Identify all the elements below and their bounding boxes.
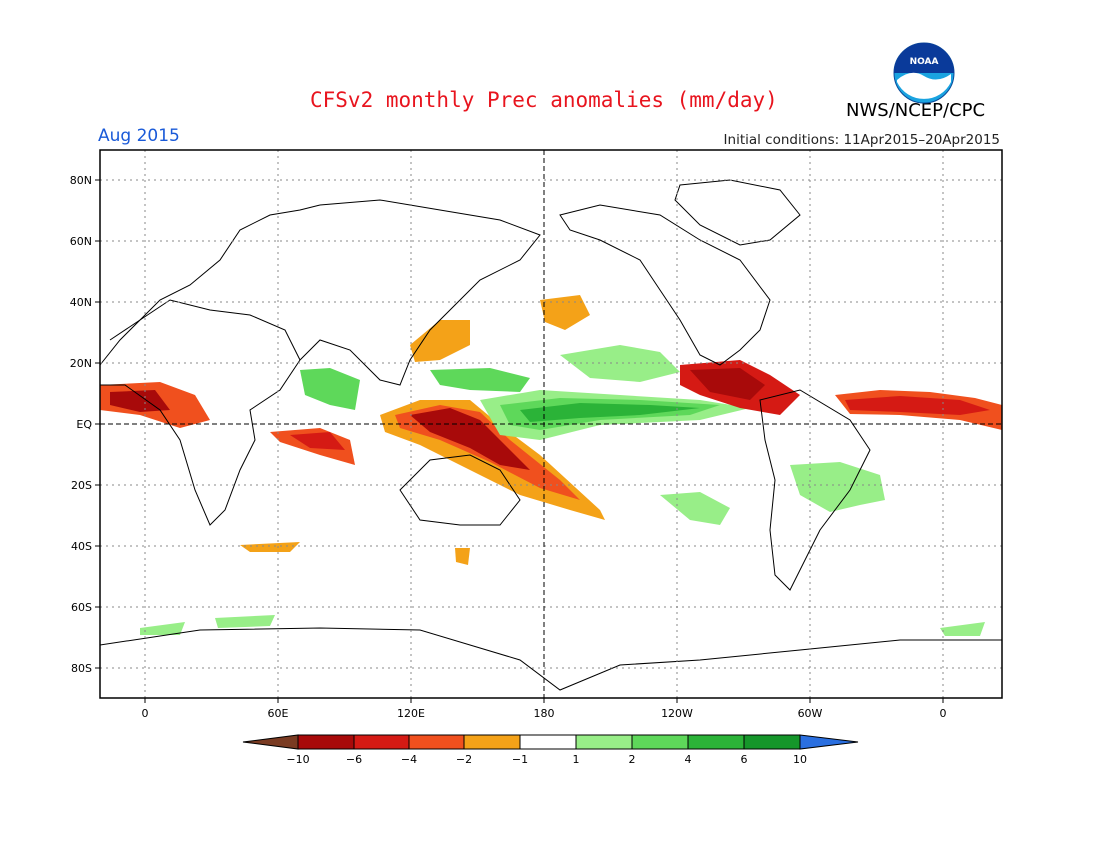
- colorbar-cell: [353, 734, 410, 750]
- colorbar-cell: [519, 734, 577, 750]
- colorbar-cell: [631, 734, 689, 750]
- lon-label: 180: [534, 707, 555, 720]
- svg-text:NOAA: NOAA: [910, 57, 939, 67]
- colorbar: [242, 734, 859, 750]
- agency-label: NWS/NCEP/CPC: [846, 100, 986, 121]
- colorbar-label: 6: [741, 753, 748, 766]
- lon-label: 0: [940, 707, 947, 720]
- grid-lines: [100, 150, 1002, 698]
- colorbar-cell: [463, 734, 521, 750]
- lat-label: EQ: [76, 418, 92, 431]
- initial-conditions: Initial conditions: 11Apr2015–20Apr2015: [723, 132, 1000, 148]
- map-title: CFSv2 monthly Prec anomalies (mm/day): [310, 88, 778, 112]
- colorbar-cell: [297, 734, 355, 750]
- coastlines: [100, 179, 1002, 691]
- colorbar-label: 10: [793, 753, 807, 766]
- colorbar-label: −4: [401, 753, 417, 766]
- colorbar-label: −10: [286, 753, 309, 766]
- colorbar-label: 2: [629, 753, 636, 766]
- lat-label: 80S: [71, 662, 92, 675]
- colorbar-label: 4: [685, 753, 692, 766]
- lon-label: 120E: [397, 707, 425, 720]
- tick-marks: [95, 179, 944, 703]
- colorbar-label: 1: [573, 753, 580, 766]
- lon-label: 120W: [661, 707, 693, 720]
- colorbar-label: −6: [346, 753, 362, 766]
- lat-label: 40N: [70, 296, 92, 309]
- colorbar-arrow-right: [799, 734, 859, 750]
- lon-label: 60E: [268, 707, 289, 720]
- colorbar-label: −2: [456, 753, 472, 766]
- colorbar-cell: [408, 734, 465, 750]
- colorbar-arrow-left: [242, 734, 299, 750]
- noaa-logo-icon: NOAA: [893, 42, 955, 104]
- colorbar-cell: [743, 734, 801, 750]
- lat-label: 20N: [70, 357, 92, 370]
- colorbar-label: −1: [512, 753, 528, 766]
- lon-label: 60W: [798, 707, 823, 720]
- colorbar-cell: [687, 734, 745, 750]
- lon-label: 0: [142, 707, 149, 720]
- lat-label: 20S: [71, 479, 92, 492]
- lat-label: 80N: [70, 174, 92, 187]
- forecast-month: Aug 2015: [98, 126, 180, 146]
- lat-label: 60N: [70, 235, 92, 248]
- colorbar-cell: [575, 734, 633, 750]
- lat-label: 60S: [71, 601, 92, 614]
- lat-label: 40S: [71, 540, 92, 553]
